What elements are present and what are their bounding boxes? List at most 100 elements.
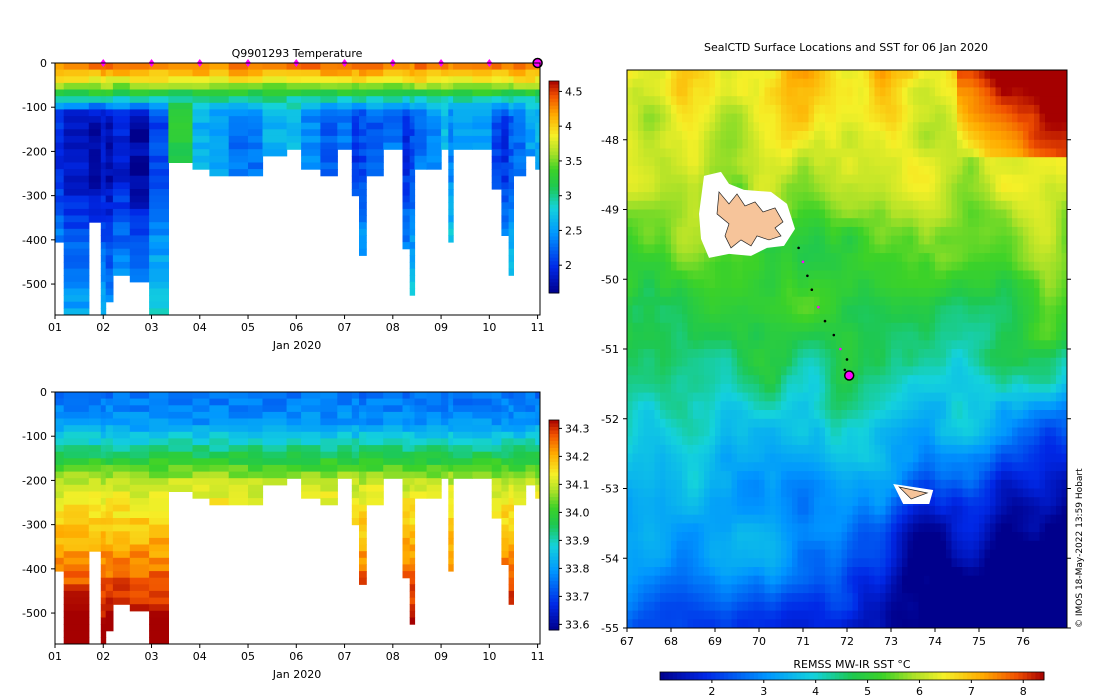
sst-cell — [704, 131, 710, 141]
heatmap-cell — [409, 162, 416, 170]
heatmap-cell — [149, 89, 169, 97]
heatmap-cell — [402, 425, 411, 433]
heatmap-cell — [63, 261, 90, 270]
sst-cell — [649, 567, 655, 577]
heatmap-cell — [366, 169, 384, 177]
sst-cell — [786, 567, 793, 577]
sst-cell — [687, 78, 694, 88]
sst-cell — [858, 436, 864, 446]
sst-cell — [896, 183, 903, 193]
heatmap-cell — [448, 544, 454, 552]
sst-cell — [814, 322, 820, 332]
heatmap-cell — [63, 557, 90, 565]
sst-cell — [627, 104, 633, 115]
sst-cell — [737, 523, 743, 533]
sst-cell — [660, 165, 666, 176]
sst-cell — [737, 375, 743, 385]
sst-cell — [649, 401, 655, 411]
heatmap-cell — [508, 248, 514, 256]
sst-cell — [742, 601, 749, 611]
sst-cell — [687, 148, 694, 158]
heatmap-cell — [448, 557, 454, 565]
sst-cell — [896, 366, 903, 376]
sst-cell — [863, 314, 870, 324]
sst-cell — [638, 113, 644, 123]
sst-cell — [847, 340, 853, 350]
sst-cell — [643, 375, 650, 385]
sst-cell — [874, 322, 881, 332]
sst-cell — [830, 322, 837, 332]
heatmap-cell — [501, 129, 510, 137]
heatmap-cell — [535, 82, 540, 91]
sst-cell — [627, 540, 633, 550]
colorbar-segment — [549, 112, 559, 117]
sst-cell — [632, 270, 639, 280]
sst-cell — [737, 619, 743, 628]
heatmap-cell — [301, 445, 321, 453]
heatmap-cell — [192, 451, 210, 459]
heatmap-cell — [501, 418, 510, 426]
sst-cell — [863, 218, 870, 228]
sst-cell — [693, 296, 699, 306]
sst-cell — [665, 540, 672, 550]
heatmap-cell — [508, 195, 514, 203]
sst-cell — [638, 436, 644, 446]
sst-cell — [693, 340, 699, 350]
sst-cell — [836, 601, 842, 611]
sst-cell — [682, 70, 688, 80]
heatmap-cell — [366, 89, 384, 97]
colorbar-segment — [549, 102, 559, 107]
sst-cell — [742, 436, 749, 446]
sst-cell — [720, 357, 727, 367]
sst-cell — [803, 575, 809, 585]
sst-cell — [676, 610, 683, 620]
sst-cell — [852, 497, 859, 507]
heatmap-cell — [448, 498, 454, 506]
sst-cell — [852, 165, 859, 176]
heatmap-cell — [149, 484, 169, 492]
heatmap-cell — [63, 268, 90, 276]
heatmap-cell — [501, 451, 510, 459]
sst-cell — [836, 418, 842, 428]
heatmap-cell — [112, 182, 131, 190]
sst-cell — [731, 436, 738, 446]
sst-cell — [896, 157, 903, 167]
heatmap-cell — [248, 398, 264, 406]
heatmap-cell — [409, 129, 416, 137]
sst-cell — [632, 401, 639, 411]
sst-cell — [786, 113, 793, 123]
sst-cell — [792, 322, 798, 332]
sst-cell — [649, 131, 655, 141]
sst-cell — [665, 340, 672, 350]
sst-cell — [852, 104, 859, 115]
sst-cell — [819, 305, 826, 315]
sst-cell — [759, 610, 765, 620]
sst-cell — [797, 349, 804, 359]
sst-cell — [638, 558, 644, 568]
sst-cell — [891, 139, 897, 149]
sst-cell — [764, 148, 771, 158]
heatmap-cell — [209, 498, 230, 506]
heatmap-cell — [63, 584, 90, 592]
heatmap-cell — [112, 129, 131, 137]
sst-cell — [792, 523, 798, 533]
sst-cell — [660, 610, 666, 620]
sst-cell — [665, 87, 672, 97]
sst-cell — [759, 497, 765, 507]
sst-cell — [869, 157, 875, 167]
heatmap-cell — [168, 89, 194, 97]
sst-cell — [709, 410, 716, 420]
sst-cell — [731, 279, 738, 289]
sst-cell — [803, 70, 809, 80]
heatmap-cell — [320, 458, 338, 466]
sst-cell — [720, 253, 727, 263]
sst-cell — [880, 96, 886, 106]
heatmap-cell — [112, 82, 131, 91]
sst-cell — [792, 218, 798, 228]
sst-cell — [715, 549, 721, 559]
heatmap-cell — [402, 398, 411, 406]
heatmap-cell — [149, 195, 169, 203]
heatmap-cell — [359, 208, 367, 217]
sst-cell — [704, 165, 710, 176]
heatmap-cell — [149, 308, 169, 315]
